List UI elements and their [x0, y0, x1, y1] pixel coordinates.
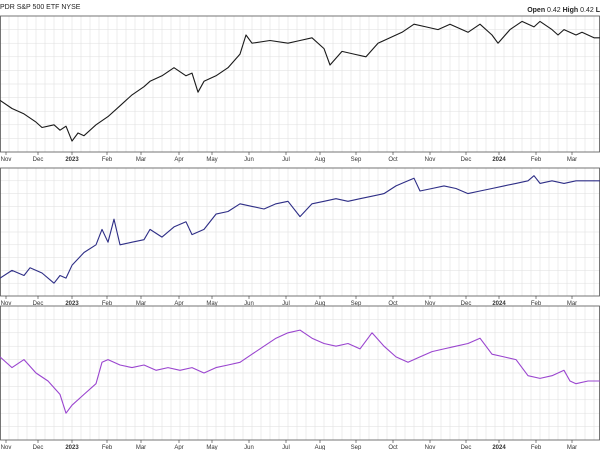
- x-tick-label: 2023: [65, 301, 79, 307]
- x-tick-label: Jul: [282, 157, 290, 163]
- x-tick-label: Dec: [461, 445, 472, 450]
- price-summary: Open 0.42 High 0.42 L: [527, 7, 600, 14]
- x-tick-label: Jun: [244, 157, 254, 163]
- x-tick-label: May: [206, 301, 217, 307]
- high-label: High: [562, 7, 579, 14]
- x-tick-label: Feb: [531, 301, 542, 307]
- relative-panel-series-line: [0, 175, 600, 284]
- x-tick-label: Jun: [244, 301, 254, 307]
- open-value: 0.42: [547, 7, 561, 14]
- x-tick-label: Nov: [1, 301, 12, 307]
- x-tick-label: Apr: [174, 157, 183, 163]
- x-tick-label: 2023: [65, 157, 79, 163]
- chart-header: PDR S&P 500 ETF NYSE Open 0.42 High 0.42…: [0, 0, 600, 16]
- x-tick-label: Jun: [244, 445, 254, 450]
- x-tick-label: Apr: [174, 301, 183, 307]
- symbol-title: PDR S&P 500 ETF NYSE: [0, 4, 80, 11]
- x-tick-label: Apr: [174, 445, 183, 450]
- x-tick-label: Mar: [136, 301, 146, 307]
- low-label-partial: L: [595, 7, 600, 14]
- x-tick-label: Mar: [136, 445, 146, 450]
- open-label: Open: [527, 7, 546, 14]
- x-tick-label: May: [206, 445, 217, 450]
- x-tick-label: Dec: [461, 301, 472, 307]
- x-tick-label: Oct: [388, 445, 398, 450]
- x-tick-label: Nov: [425, 445, 436, 450]
- x-tick-label: Feb: [531, 445, 542, 450]
- x-tick-label: Dec: [33, 301, 44, 307]
- x-tick-label: Jul: [282, 445, 290, 450]
- x-tick-label: Mar: [567, 445, 577, 450]
- x-tick-label: Feb: [531, 157, 542, 163]
- x-tick-label: Aug: [315, 445, 326, 450]
- x-tick-label: Oct: [388, 157, 398, 163]
- x-tick-label: Sep: [351, 445, 362, 450]
- x-tick-label: Dec: [33, 445, 44, 450]
- x-tick-label: 2024: [492, 157, 506, 163]
- x-tick-label: Sep: [351, 301, 362, 307]
- x-tick-label: Feb: [102, 301, 113, 307]
- x-tick-label: Dec: [461, 157, 472, 163]
- x-tick-label: Sep: [351, 157, 362, 163]
- x-tick-label: Oct: [388, 301, 398, 307]
- x-tick-label: Mar: [567, 301, 577, 307]
- x-tick-label: Jul: [282, 301, 290, 307]
- x-tick-label: Mar: [567, 157, 577, 163]
- x-tick-label: Nov: [425, 157, 436, 163]
- x-tick-label: Mar: [136, 157, 146, 163]
- x-tick-label: May: [206, 157, 217, 163]
- symbol-text: PDR S&P 500 ETF: [0, 4, 60, 11]
- x-tick-label: Nov: [1, 157, 12, 163]
- x-tick-label: Nov: [425, 301, 436, 307]
- x-tick-label: Dec: [33, 157, 44, 163]
- x-tick-label: 2024: [492, 445, 506, 450]
- exchange-label: NYSE: [61, 4, 81, 11]
- x-tick-label: Nov: [1, 445, 12, 450]
- high-value: 0.42: [580, 7, 594, 14]
- x-tick-label: Aug: [315, 301, 326, 307]
- x-tick-label: Aug: [315, 157, 326, 163]
- x-tick-label: Feb: [102, 157, 113, 163]
- x-tick-label: 2023: [65, 445, 79, 450]
- x-tick-label: Feb: [102, 445, 113, 450]
- x-tick-label: 2024: [492, 301, 506, 307]
- price-panel-series-line: [0, 20, 600, 142]
- indicator-panel-series-line: [0, 329, 600, 414]
